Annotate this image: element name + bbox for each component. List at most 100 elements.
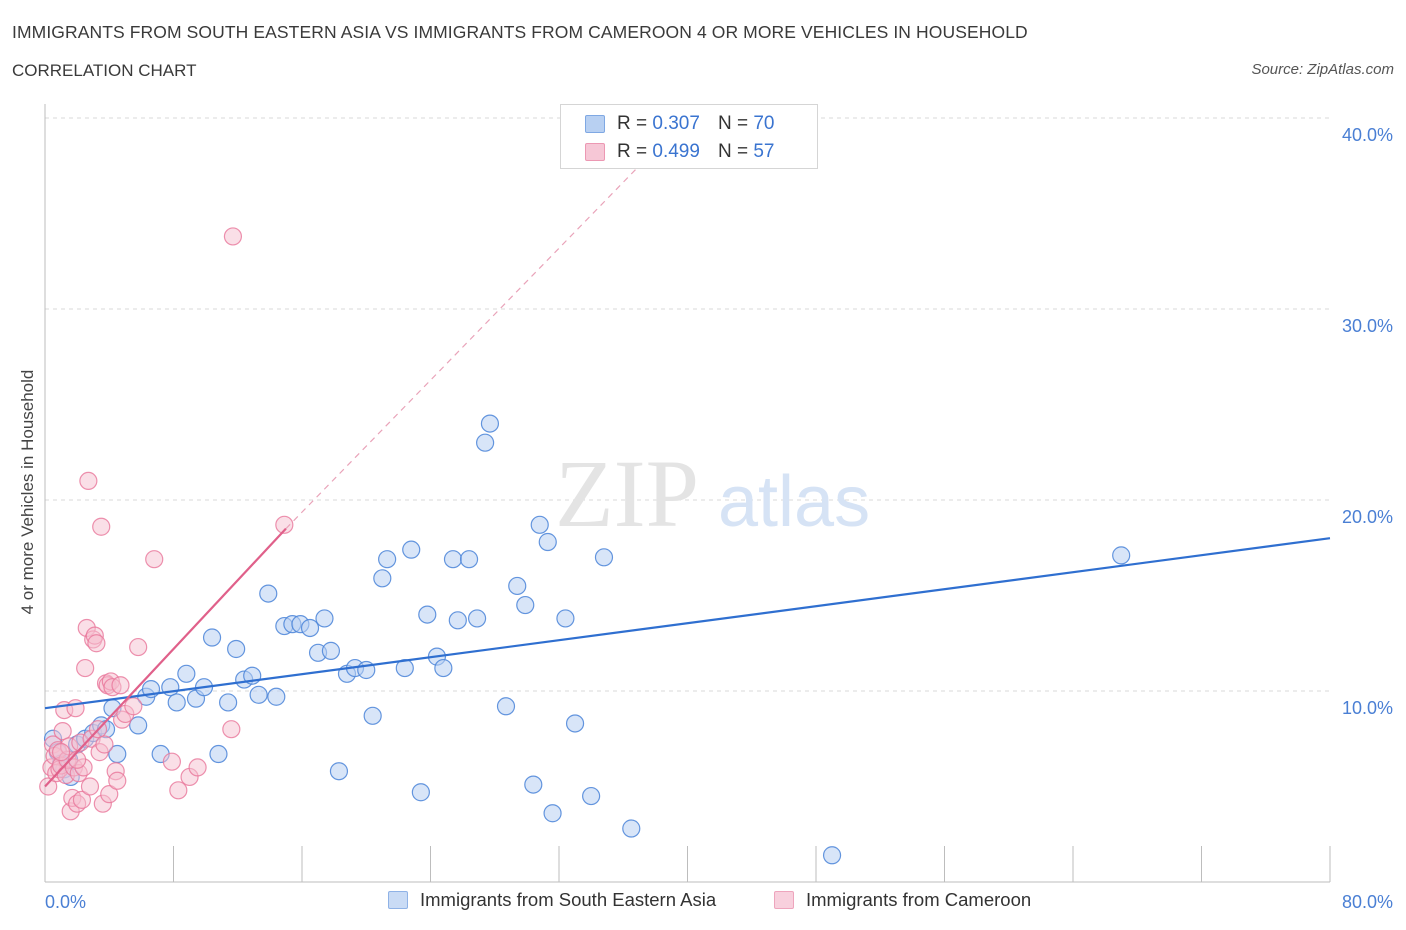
data-point-south-eastern-asia	[496, 697, 516, 716]
data-point-cameroon	[275, 515, 294, 534]
data-point-south-eastern-asia	[556, 609, 575, 628]
trend-line-cameroon-extension	[285, 165, 640, 530]
data-point-south-eastern-asia	[202, 628, 222, 647]
y-tick-label: 30.0%	[1342, 316, 1393, 336]
data-point-cameroon	[145, 550, 164, 569]
series-cameroon-points	[39, 227, 294, 821]
legend-n-label: N =	[717, 113, 749, 134]
series-south-eastern-asia-points	[43, 414, 1131, 865]
data-point-south-eastern-asia	[459, 550, 479, 569]
data-point-south-eastern-asia	[227, 639, 246, 659]
data-point-cameroon	[188, 758, 207, 777]
legend-item-cameroon: Immigrants from Cameroon	[774, 889, 1031, 911]
gridlines	[45, 117, 1330, 692]
trend-line-cameroon	[44, 527, 287, 788]
data-point-cameroon	[111, 676, 130, 695]
legend-n-value: 57	[753, 141, 775, 162]
data-point-cameroon	[108, 771, 127, 790]
data-point-south-eastern-asia	[508, 576, 527, 596]
data-point-cameroon	[51, 743, 71, 762]
data-point-south-eastern-asia	[209, 744, 228, 764]
data-point-south-eastern-asia	[249, 685, 268, 704]
data-point-south-eastern-asia	[329, 762, 349, 781]
watermark-zip: ZIP	[555, 440, 699, 547]
data-point-south-eastern-asia	[524, 775, 543, 794]
data-point-cameroon	[39, 777, 58, 796]
x-tick-labels: 0.0% 80.0%	[45, 892, 1393, 912]
trend-line-south-eastern-asia	[44, 537, 1331, 710]
legend-r-value: 0.307	[652, 113, 700, 134]
data-point-south-eastern-asia	[543, 804, 562, 823]
legend-r-label: R =	[617, 113, 648, 134]
data-point-south-eastern-asia	[582, 786, 601, 806]
data-point-south-eastern-asia	[565, 714, 585, 733]
data-point-south-eastern-asia	[622, 819, 641, 838]
legend-label-south-eastern-asia: Immigrants from South Eastern Asia	[420, 889, 717, 910]
data-point-cameroon	[87, 634, 106, 653]
data-point-south-eastern-asia	[411, 783, 430, 802]
y-tick-label: 20.0%	[1342, 507, 1393, 527]
data-point-cameroon	[53, 722, 72, 741]
y-axis-label: 4 or more Vehicles in Household	[18, 369, 37, 615]
data-point-cameroon	[80, 777, 100, 796]
data-point-south-eastern-asia	[434, 658, 453, 678]
data-point-south-eastern-asia	[476, 433, 495, 452]
legend-r-value: 0.499	[652, 141, 700, 162]
data-point-south-eastern-asia	[259, 584, 278, 603]
data-point-cameroon	[66, 699, 85, 718]
legend-swatch-blue	[585, 115, 605, 133]
legend-item-south-eastern-asia: Immigrants from South Eastern Asia	[388, 889, 716, 911]
x-tick-label: 80.0%	[1342, 892, 1393, 912]
chart-subtitle: CORRELATION CHART	[12, 61, 197, 80]
chart-title: IMMIGRANTS FROM SOUTH EASTERN ASIA VS IM…	[12, 22, 1028, 42]
data-point-cameroon	[124, 697, 143, 716]
data-point-south-eastern-asia	[167, 693, 186, 712]
data-point-south-eastern-asia	[443, 550, 463, 569]
data-point-south-eastern-asia	[321, 641, 341, 660]
axes	[44, 104, 1331, 883]
watermark-atlas: atlas	[718, 462, 870, 542]
legend-n-label: N =	[717, 141, 749, 162]
legend-swatch-pink	[774, 891, 794, 909]
y-tick-label: 40.0%	[1342, 125, 1393, 145]
data-point-south-eastern-asia	[1112, 546, 1131, 565]
legend-label-cameroon: Immigrants from Cameroon	[806, 889, 1032, 910]
data-point-cameroon	[129, 637, 148, 657]
data-point-south-eastern-asia	[219, 693, 238, 712]
legend-n-value: 70	[753, 113, 775, 134]
data-point-south-eastern-asia	[315, 609, 334, 628]
data-point-cameroon	[79, 471, 98, 490]
data-point-south-eastern-asia	[594, 548, 614, 567]
data-point-south-eastern-asia	[363, 706, 382, 725]
data-point-south-eastern-asia	[822, 846, 842, 865]
source-label: Source: ZipAtlas.com	[1251, 61, 1394, 78]
legend-swatch-blue	[388, 891, 408, 909]
data-point-south-eastern-asia	[402, 540, 421, 559]
data-point-south-eastern-asia	[448, 611, 467, 630]
data-point-south-eastern-asia	[177, 664, 196, 683]
data-point-south-eastern-asia	[378, 550, 397, 569]
data-point-south-eastern-asia	[538, 532, 557, 552]
data-point-south-eastern-asia	[530, 515, 549, 534]
legend-row-south-eastern-asia: R = 0.307 N = 70	[585, 112, 774, 136]
trend-lines	[44, 165, 1331, 788]
data-point-south-eastern-asia	[467, 609, 487, 628]
data-point-south-eastern-asia	[516, 595, 535, 615]
data-point-cameroon	[76, 658, 95, 678]
data-point-south-eastern-asia	[373, 569, 392, 588]
watermark: ZIP atlas	[555, 440, 870, 547]
legend-r-label: R =	[617, 141, 648, 162]
data-point-cameroon	[95, 735, 114, 754]
legend-swatch-pink	[585, 143, 605, 161]
correlation-legend: R = 0.307 N = 70 R = 0.499 N = 57	[560, 104, 818, 169]
data-point-south-eastern-asia	[418, 605, 437, 624]
data-point-south-eastern-asia	[480, 414, 500, 433]
data-point-cameroon	[100, 785, 119, 804]
data-point-cameroon	[92, 517, 111, 536]
data-point-cameroon	[223, 227, 243, 246]
series-legend: Immigrants from South Eastern Asia Immig…	[0, 889, 1406, 915]
data-point-cameroon	[72, 790, 92, 809]
data-point-south-eastern-asia	[300, 618, 320, 638]
data-point-south-eastern-asia	[129, 716, 148, 735]
